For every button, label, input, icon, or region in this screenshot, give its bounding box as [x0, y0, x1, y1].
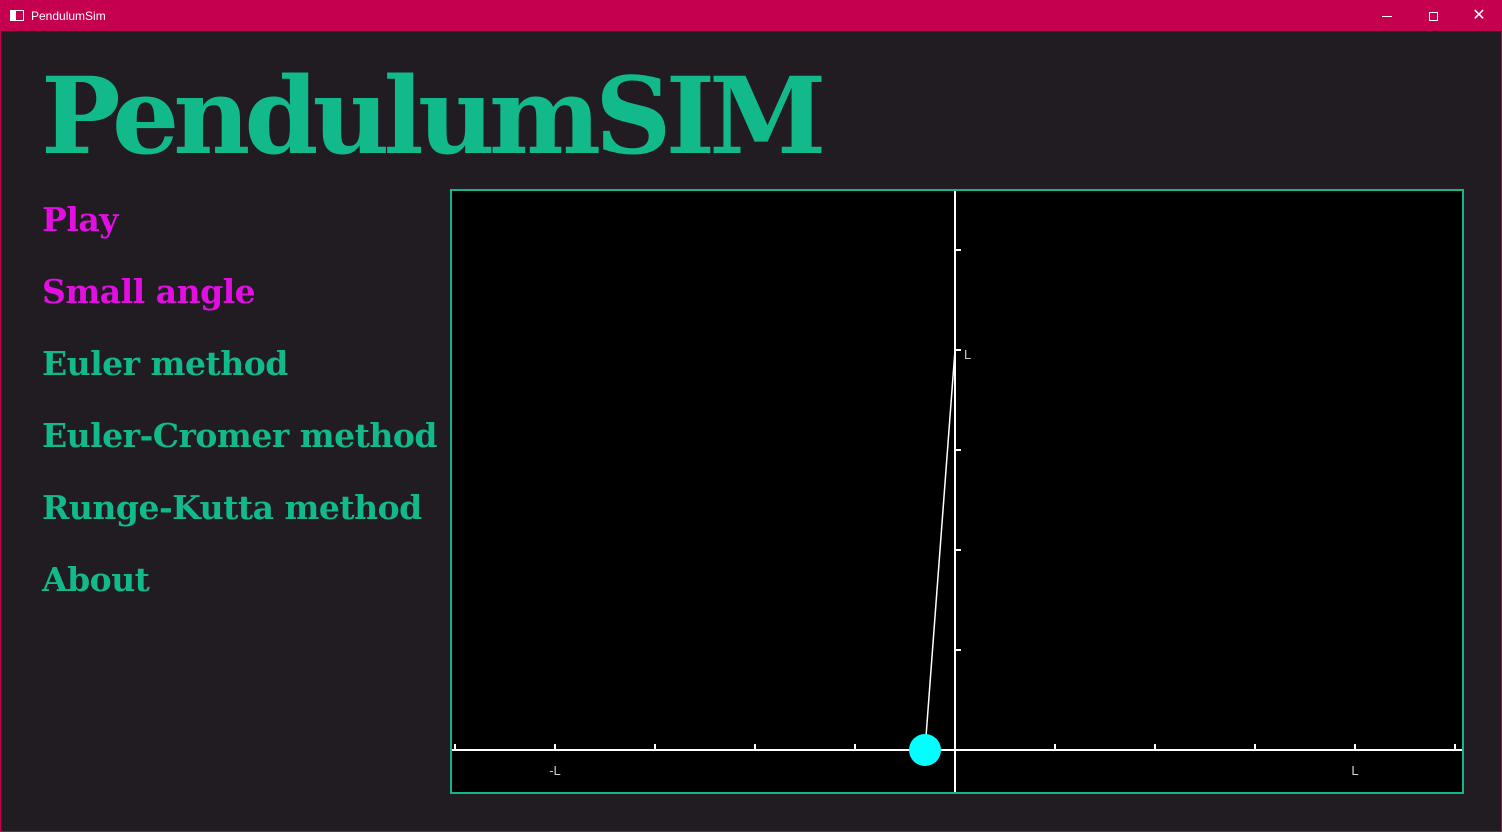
- menu-item-play[interactable]: Play: [42, 200, 118, 239]
- minimize-button[interactable]: [1364, 1, 1410, 31]
- x-axis-label-l: L: [1351, 763, 1358, 778]
- menu-item-small-angle[interactable]: Small angle: [42, 272, 256, 311]
- title-bar[interactable]: PendulumSim ✕: [1, 1, 1501, 31]
- minimize-icon: [1382, 15, 1392, 17]
- simulation-canvas[interactable]: -L L L: [450, 189, 1464, 794]
- close-button[interactable]: ✕: [1456, 1, 1502, 31]
- maximize-button[interactable]: [1410, 1, 1456, 31]
- pendulum-bob[interactable]: [909, 734, 941, 766]
- app-title: PendulumSIM: [41, 53, 827, 178]
- x-axis-label-neg-l: -L: [549, 763, 561, 778]
- simulation-plot: -L L L: [452, 191, 1462, 792]
- window-title: PendulumSim: [31, 9, 106, 23]
- y-axis-label-l: L: [964, 347, 971, 362]
- menu-item-euler-cromer-method[interactable]: Euler-Cromer method: [42, 416, 437, 455]
- pendulum-rod: [924, 349, 956, 751]
- menu-item-runge-kutta-method[interactable]: Runge-Kutta method: [42, 488, 422, 527]
- maximize-icon: [1428, 11, 1438, 21]
- menu-item-about[interactable]: About: [42, 560, 150, 599]
- close-icon: ✕: [1472, 7, 1486, 24]
- app-icon: [10, 10, 24, 21]
- menu-item-euler-method[interactable]: Euler method: [42, 344, 288, 383]
